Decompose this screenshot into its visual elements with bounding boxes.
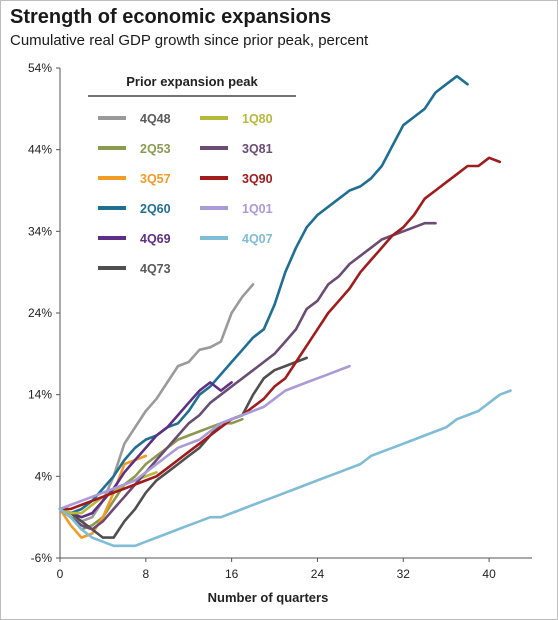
legend-label-4q48: 4Q48 [140,112,171,126]
legend-label-4q73: 4Q73 [140,262,171,276]
legend-label-3q81: 3Q81 [242,142,273,156]
series-line-3q90 [58,156,502,511]
series-line-3q57 [58,454,148,539]
legend-label-4q07: 4Q07 [242,232,273,246]
legend-title: Prior expansion peak [126,74,258,89]
series-line-2q53 [58,417,244,531]
series-line-3q81 [58,221,437,531]
series-line-4q07 [58,389,512,548]
x-tick-label: 24 [311,567,325,581]
x-tick-label: 0 [57,567,64,581]
x-tick-label: 16 [225,567,239,581]
y-tick-label: 54% [28,61,52,75]
x-tick-label: 32 [397,567,411,581]
x-tick-label: 40 [482,567,496,581]
legend-label-1q01: 1Q01 [242,202,273,216]
y-tick-label: -6% [31,551,53,565]
y-tick-label: 24% [28,306,52,320]
y-tick-label: 14% [28,388,52,402]
legend-label-4q69: 4Q69 [140,232,171,246]
x-tick-label: 8 [142,567,149,581]
series-line-4q73 [58,356,309,539]
legend-label-2q53: 2Q53 [140,142,171,156]
legend-label-2q60: 2Q60 [140,202,171,216]
legend-label-1q80: 1Q80 [242,112,273,126]
y-tick-label: 34% [28,224,52,238]
series-line-4q69 [58,381,233,519]
series-line-2q60 [58,74,469,515]
legend-label-3q90: 3Q90 [242,172,273,186]
series-line-1q01 [58,364,351,511]
x-axis-label: Number of quarters [208,590,329,605]
chart-title: Strength of economic expansions [10,6,332,28]
legend-label-3q57: 3Q57 [140,172,171,186]
y-tick-label: 44% [28,143,52,157]
y-tick-label: 4% [35,469,53,483]
series-line-4q48 [58,283,255,523]
chart-subtitle: Cumulative real GDP growth since prior p… [10,32,369,49]
